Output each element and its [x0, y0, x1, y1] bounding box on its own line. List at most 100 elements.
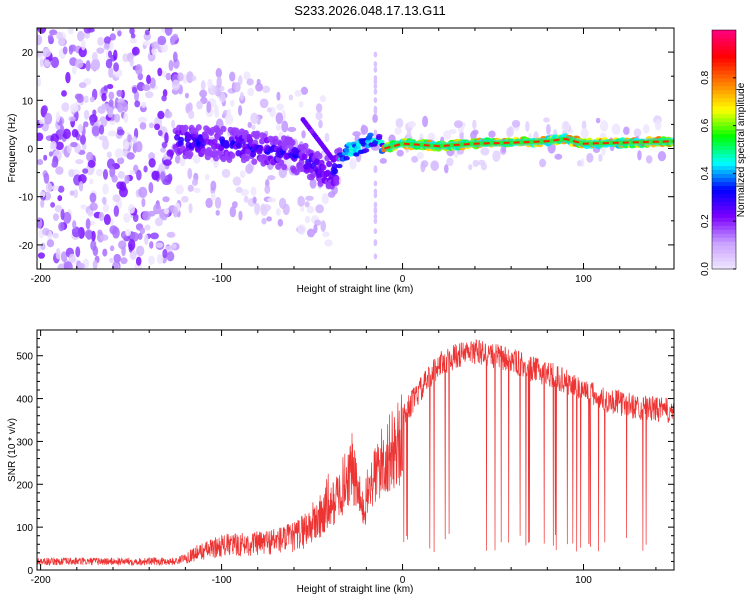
colorbar-cell: [712, 169, 736, 174]
spectrogram-cell: [113, 205, 120, 217]
spectrogram-cell: [310, 172, 317, 179]
spectrogram-cell: [261, 217, 267, 225]
spectrogram-cell: [254, 130, 261, 137]
spectrogram-cell: [144, 224, 151, 231]
spectrogram-cell: [129, 38, 138, 44]
spectrogram-cell: [373, 201, 378, 208]
colorbar-cell: [712, 177, 736, 182]
spectrogram-cell: [58, 36, 66, 47]
spectrogram-cell: [83, 121, 89, 128]
spectrogram-cell: [395, 118, 404, 128]
spectrogram-cell: [539, 158, 547, 168]
colorbar-cell: [712, 121, 736, 127]
spectrogram-cell: [102, 138, 110, 150]
colorbar-frame: [711, 29, 737, 270]
spectrogram-cell: [43, 154, 48, 161]
spectrogram-cell: [160, 171, 166, 182]
colorbar-cell: [712, 117, 736, 123]
spectrogram-cell: [427, 132, 436, 141]
spectrogram-cell: [306, 206, 315, 214]
spectrogram-cell: [193, 187, 201, 194]
spectrogram-cell: [87, 159, 96, 168]
spectrogram-core: [384, 137, 674, 150]
spectrogram-cell: [92, 109, 97, 116]
spectrogram-cell: [275, 208, 281, 216]
spectrogram-cell: [101, 103, 109, 110]
spectrogram-cell: [230, 99, 235, 107]
spectrogram-cell: [444, 164, 449, 174]
spectrogram-cell: [160, 43, 168, 53]
colorbar-cell: [712, 249, 736, 254]
spectrogram-cell: [238, 210, 243, 221]
spectrogram-cell: [90, 230, 96, 242]
spectrogram-track: [383, 135, 674, 152]
spectrogram-cell: [91, 59, 101, 71]
spectrogram-cell: [101, 92, 107, 102]
spectrogram-cell: [236, 142, 243, 149]
spectrogram-cell: [188, 203, 193, 214]
spectrogram-cell: [446, 157, 454, 167]
spectrogram-cell: [160, 147, 166, 153]
spectrogram-cell: [373, 218, 378, 225]
spectrogram-cell: [200, 80, 206, 91]
spectrogram-cell: [161, 94, 167, 102]
spectrogram-cell: [301, 153, 308, 161]
colorbar-cell: [712, 85, 736, 91]
snr-panel: -200 -100 0 100 0 100 200 300 400 500 Height of s…: [7, 329, 675, 595]
spectrogram-cell: [69, 103, 79, 113]
spectrogram-cell: [151, 41, 160, 49]
spectrogram-cell: [320, 164, 327, 171]
spectrogram-cell: [611, 123, 621, 135]
spectrogram-cell: [157, 67, 163, 77]
spectrogram-cell: [187, 150, 194, 158]
spectrogram-cell: [243, 71, 251, 81]
spectrogram-cell: [322, 231, 330, 238]
spectrogram-cell: [161, 142, 168, 149]
colorbar-cell: [712, 205, 736, 210]
spectrogram-cell: [324, 239, 333, 247]
spectrogram-cell: [149, 77, 156, 89]
colorbar-cell: [712, 37, 736, 43]
colorbar-cell: [712, 213, 736, 218]
spectrogram-cell: [245, 163, 254, 174]
spectrogram-cell: [525, 120, 530, 132]
spectrogram-cell: [373, 213, 378, 220]
spectrogram-cell: [394, 127, 402, 135]
spectrogram-cell: [108, 66, 114, 78]
spectrogram-cell: [276, 91, 281, 101]
spectrogram-cell: [129, 28, 135, 35]
spectrogram-cell: [114, 113, 121, 123]
spectrogram-cell: [595, 117, 601, 124]
spectrogram-cell: [206, 101, 212, 113]
spectrogram-cell: [73, 189, 79, 199]
spectrogram-cell: [164, 132, 169, 144]
colorbar-cell: [712, 265, 736, 270]
spectrogram-cell: [472, 159, 479, 168]
spectrogram-cell: [61, 90, 67, 97]
spectrogram-cell: [288, 94, 294, 101]
spectrogram-cell: [117, 98, 125, 104]
spectrogram-cell: [186, 71, 194, 84]
spectrogram-cell: [267, 175, 276, 181]
spectrogram-cell: [187, 102, 193, 113]
spectrogram-cell: [79, 134, 87, 145]
spectrogram-cell: [109, 245, 115, 252]
spectrogram-cell: [353, 152, 360, 157]
spectrogram-cell: [302, 142, 309, 150]
snr-ytick-label: 300: [16, 437, 33, 448]
spectrogram-cell: [250, 150, 257, 158]
spectrogram-cell: [327, 191, 336, 198]
spectrogram-cell: [108, 91, 115, 100]
spectrogram-cell: [102, 248, 108, 257]
spectrogram-cell: [181, 195, 189, 203]
spectrogram-cell: [633, 128, 642, 138]
spectrogram-cell: [250, 186, 257, 196]
spectrogram-cell: [138, 186, 148, 198]
spectrogram-cell: [116, 157, 125, 165]
spectrogram-cell: [52, 213, 59, 222]
spectrogram-cell: [162, 89, 168, 97]
spectrogram-cell: [78, 46, 87, 58]
colorbar-cell: [712, 57, 736, 63]
spectrogram-cell: [151, 170, 160, 181]
spectrogram-cell: [80, 204, 87, 210]
